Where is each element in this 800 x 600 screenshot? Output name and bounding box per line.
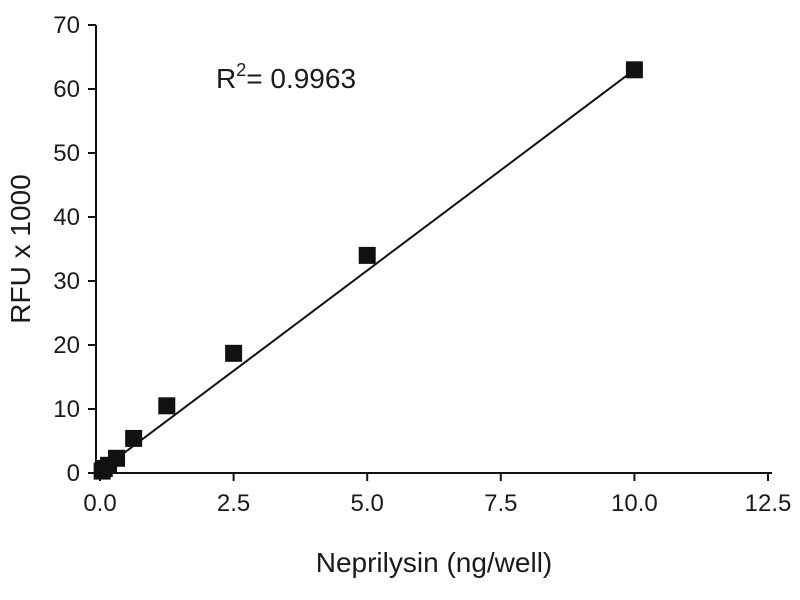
x-ticks: 0.0 2.5 5.0 7.5 10.0 12.5 xyxy=(83,473,791,517)
fit-line xyxy=(99,69,636,472)
data-markers xyxy=(93,61,643,480)
data-point xyxy=(125,429,143,447)
annotation-superscript: 2 xyxy=(236,60,246,80)
y-tick-label: 40 xyxy=(53,204,80,231)
y-tick-label: 20 xyxy=(53,332,80,359)
plot-area: 0.0 2.5 5.0 7.5 10.0 12.5 0 10 20 30 40 50 60 70 xyxy=(53,12,791,517)
data-point xyxy=(358,246,376,264)
x-tick-label: 0.0 xyxy=(83,490,116,517)
data-point xyxy=(625,61,643,79)
data-point xyxy=(158,397,176,415)
data-point xyxy=(225,344,243,362)
y-tick-label: 10 xyxy=(53,396,80,423)
r-squared-annotation: R2= 0.9963 xyxy=(216,60,356,94)
x-tick-label: 10.0 xyxy=(611,490,658,517)
y-tick-label: 30 xyxy=(53,268,80,295)
y-axis-title: RFU x 1000 xyxy=(5,174,36,323)
x-tick-label: 7.5 xyxy=(484,490,517,517)
x-tick-label: 5.0 xyxy=(351,490,384,517)
y-tick-label: 70 xyxy=(53,12,80,39)
x-tick-label: 12.5 xyxy=(745,490,792,517)
annotation-value: = 0.9963 xyxy=(246,63,356,94)
y-tick-label: 50 xyxy=(53,140,80,167)
data-point xyxy=(108,449,126,467)
y-ticks: 0 10 20 30 40 50 60 70 xyxy=(53,12,96,487)
y-tick-label: 0 xyxy=(67,460,80,487)
x-axis-title: Neprilysin (ng/well) xyxy=(316,547,553,578)
x-tick-label: 2.5 xyxy=(217,490,250,517)
annotation-base: R xyxy=(216,63,236,94)
y-tick-label: 60 xyxy=(53,76,80,103)
